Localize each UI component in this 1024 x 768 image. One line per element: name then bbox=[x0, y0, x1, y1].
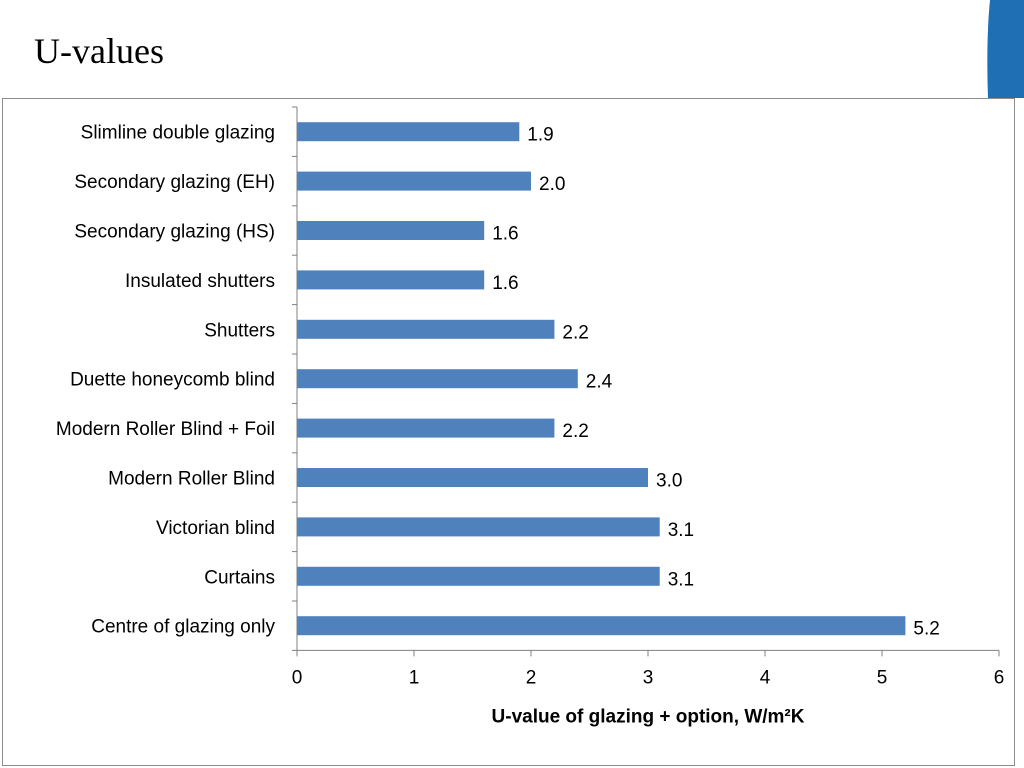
value-label: 5.2 bbox=[913, 619, 939, 640]
value-label: 2.4 bbox=[586, 372, 613, 393]
x-tick-label: 0 bbox=[292, 667, 303, 688]
x-tick-label: 1 bbox=[409, 667, 420, 688]
category-label: Secondary glazing (EH) bbox=[74, 172, 275, 193]
category-label: Shutters bbox=[204, 320, 275, 341]
x-tick-label: 6 bbox=[994, 667, 1005, 688]
value-label: 3.1 bbox=[668, 520, 694, 541]
slide-title: U-values bbox=[34, 31, 164, 71]
corner-accent-shape bbox=[987, 0, 1024, 98]
category-label: Secondary glazing (HS) bbox=[74, 222, 275, 243]
category-label: Curtains bbox=[204, 567, 275, 588]
value-label: 3.0 bbox=[656, 471, 682, 492]
category-label: Duette honeycomb blind bbox=[70, 370, 275, 391]
category-label: Victorian blind bbox=[156, 518, 275, 539]
bar bbox=[297, 122, 520, 142]
bar bbox=[297, 171, 531, 191]
bar bbox=[297, 616, 906, 636]
x-axis-title: U-value of glazing + option, W/m²K bbox=[492, 706, 805, 727]
axes-group: 0 1 2 3 4 5 6 bbox=[292, 106, 1005, 688]
bar bbox=[297, 270, 485, 290]
value-label: 1.6 bbox=[492, 273, 518, 294]
category-label: Modern Roller Blind bbox=[108, 469, 275, 490]
x-tick-label: 2 bbox=[526, 667, 537, 688]
value-label: 3.1 bbox=[668, 569, 694, 590]
value-label: 1.9 bbox=[527, 125, 553, 146]
category-label: Slimline double glazing bbox=[81, 123, 275, 144]
chart-frame: Slimline double glazing Secondary glazing… bbox=[2, 98, 1015, 766]
bar-chart: Slimline double glazing Secondary glazing… bbox=[56, 106, 1005, 727]
category-label: Insulated shutters bbox=[125, 271, 275, 292]
value-label: 1.6 bbox=[492, 224, 518, 245]
bar bbox=[297, 566, 660, 586]
bar bbox=[297, 369, 578, 389]
value-label: 2.0 bbox=[539, 174, 565, 195]
category-label: Centre of glazing only bbox=[91, 617, 275, 638]
x-tick-label: 5 bbox=[877, 667, 888, 688]
bar bbox=[297, 319, 555, 339]
value-label: 2.2 bbox=[562, 421, 588, 442]
x-tick-label: 3 bbox=[643, 667, 654, 688]
bars-group bbox=[297, 122, 906, 636]
value-labels-group: 1.9 2.0 1.6 1.6 2.2 2.4 2.2 3.0 3.1 3.1 5.2 bbox=[492, 125, 940, 640]
bar bbox=[297, 517, 660, 537]
category-label: Modern Roller Blind + Foil bbox=[56, 419, 275, 440]
bar bbox=[297, 221, 485, 240]
value-label: 2.2 bbox=[562, 322, 588, 343]
category-labels-group: Slimline double glazing Secondary glazing… bbox=[56, 123, 276, 638]
bar bbox=[297, 418, 555, 438]
x-tick-label: 4 bbox=[760, 667, 771, 688]
bar bbox=[297, 468, 648, 487]
